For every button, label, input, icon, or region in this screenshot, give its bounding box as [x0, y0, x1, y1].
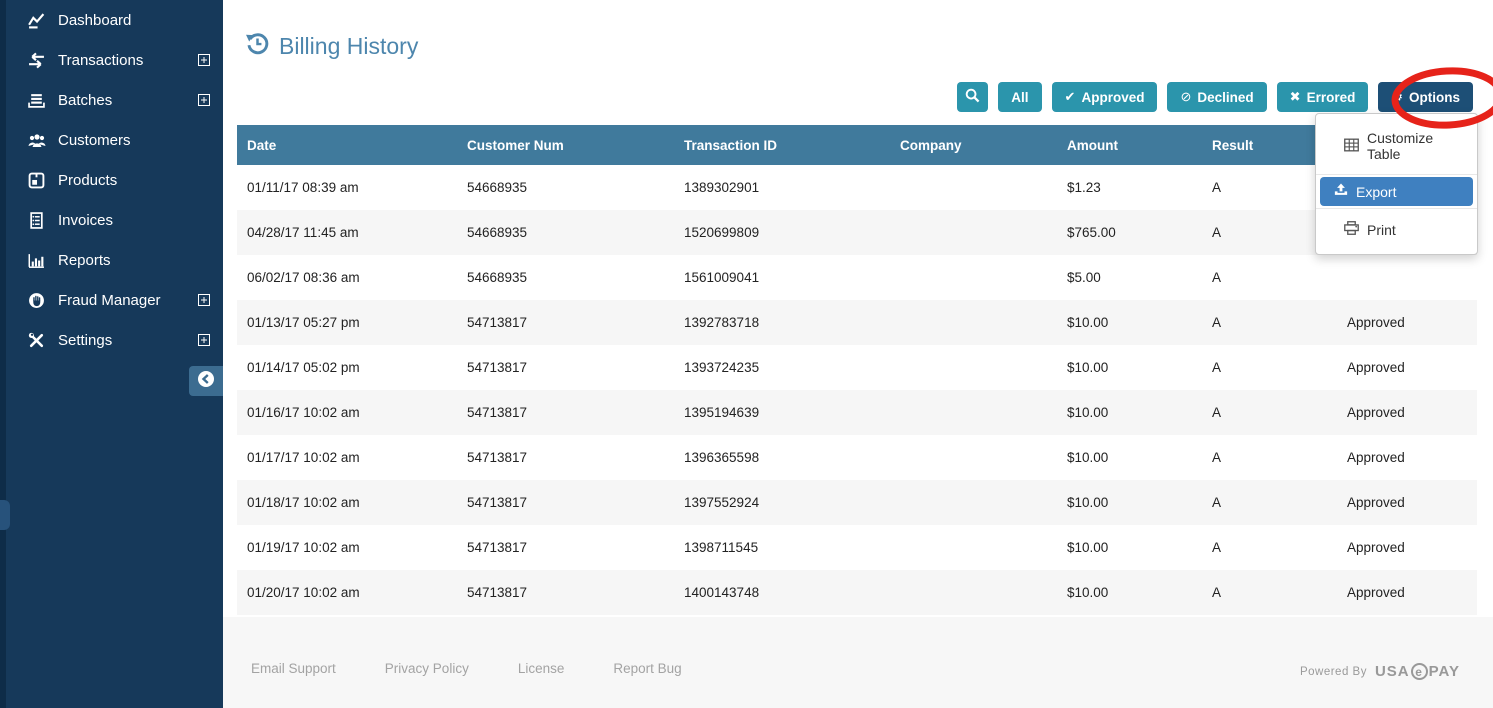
- search-icon: [965, 88, 980, 106]
- users-icon: [28, 132, 46, 149]
- table-row[interactable]: 01/19/17 10:02 am 54713817 1398711545 $10.0…: [247, 540, 1405, 555]
- table-row[interactable]: 01/17/17 10:02 am 54713817 1396365598 $10.0…: [247, 450, 1405, 465]
- batch-stack-icon: [28, 92, 45, 109]
- menu-item-print[interactable]: Print: [1316, 211, 1477, 248]
- expand-plus-icon[interactable]: [198, 334, 210, 346]
- sidebar-item-label: Customers: [58, 131, 131, 149]
- table-row[interactable]: 06/02/17 08:36 am 54668935 1561009041 $5.00…: [247, 270, 1222, 285]
- slash-circle-icon: ⊘: [1180, 89, 1192, 104]
- table-row[interactable]: 01/13/17 05:27 pm 54713817 1392783718 $10.0…: [237, 300, 1477, 345]
- filter-toolbar: All ✔ Approved ⊘ Declined ✖ Errored ⚙ Op…: [957, 82, 1473, 112]
- chevron-left-circle-icon: [197, 370, 215, 393]
- filter-declined-button[interactable]: ⊘ Declined: [1167, 82, 1267, 112]
- page-header: Billing History: [244, 30, 418, 62]
- sidebar-item-reports[interactable]: Reports: [0, 240, 223, 280]
- line-chart-icon: [28, 12, 45, 29]
- column-header-result[interactable]: Result: [1202, 125, 1337, 165]
- sidebar-item-label: Products: [58, 171, 118, 189]
- sidebar-item-label: Fraud Manager: [58, 291, 161, 309]
- footer-link-privacy-policy[interactable]: Privacy Policy: [384, 661, 469, 676]
- sidebar-item-dashboard[interactable]: Dashboard: [0, 0, 223, 40]
- menu-divider: [1316, 208, 1477, 209]
- footer-link-report-bug[interactable]: Report Bug: [613, 661, 682, 676]
- history-icon: [244, 30, 271, 62]
- tools-icon: [28, 332, 45, 349]
- billing-history-table: Date Customer Num Transaction ID Company…: [237, 125, 1477, 615]
- filter-approved-button[interactable]: ✔ Approved: [1051, 82, 1158, 112]
- transfer-arrows-icon: [28, 52, 45, 69]
- menu-item-export[interactable]: Export: [1320, 177, 1473, 206]
- table-row[interactable]: 04/28/17 11:45 am 54668935 1520699809 $765.…: [237, 210, 1477, 255]
- table-row[interactable]: 01/14/17 05:02 pm 54713817 1393724235 $10.0…: [247, 360, 1405, 375]
- fraud-hand-icon: [28, 292, 45, 309]
- bar-chart-icon: [28, 252, 45, 269]
- table-grid-icon: [1344, 138, 1359, 155]
- sidebar-item-label: Settings: [58, 331, 113, 349]
- menu-item-customize-table[interactable]: Customize Table: [1316, 120, 1477, 172]
- product-box-icon: [28, 172, 45, 189]
- sidebar-edge-strip: [0, 0, 6, 708]
- search-button[interactable]: [957, 82, 989, 112]
- sidebar-item-products[interactable]: Products: [0, 160, 223, 200]
- footer: Email Support Privacy Policy License Rep…: [223, 617, 1493, 708]
- options-button[interactable]: ⚙ Options: [1378, 82, 1473, 112]
- gear-icon: ⚙: [1391, 89, 1403, 104]
- options-dropdown-menu: Customize Table Export Print: [1315, 113, 1478, 255]
- filter-all-button[interactable]: All: [998, 82, 1042, 112]
- expand-plus-icon[interactable]: [198, 294, 210, 306]
- powered-by: Powered By USA e PAY: [1299, 663, 1460, 680]
- expand-plus-icon[interactable]: [198, 54, 210, 66]
- column-header-customer-num[interactable]: Customer Num: [457, 125, 674, 165]
- printer-icon: [1344, 221, 1359, 238]
- footer-link-license[interactable]: License: [517, 661, 565, 676]
- upload-icon: [1334, 183, 1348, 200]
- side-panel-handle[interactable]: [0, 500, 10, 530]
- sidebar-item-invoices[interactable]: Invoices: [0, 200, 223, 240]
- footer-link-email-support[interactable]: Email Support: [251, 661, 336, 676]
- page-title: Billing History: [279, 32, 419, 59]
- sidebar-item-customers[interactable]: Customers: [0, 120, 223, 160]
- expand-plus-icon[interactable]: [198, 94, 210, 106]
- sidebar-item-transactions[interactable]: Transactions: [0, 40, 223, 80]
- sidebar-item-fraud-manager[interactable]: Fraud Manager: [0, 280, 223, 320]
- x-icon: ✖: [1289, 89, 1301, 104]
- column-header-transaction-id[interactable]: Transaction ID: [674, 125, 890, 165]
- column-header-company[interactable]: Company: [890, 125, 1057, 165]
- table-row[interactable]: 01/18/17 10:02 am 54713817 1397552924 $10.0…: [237, 480, 1477, 525]
- column-header-date[interactable]: Date: [237, 125, 457, 165]
- sidebar-item-label: Batches: [58, 91, 113, 109]
- sidebar: Dashboard Transactions Batches Cus: [0, 0, 223, 708]
- sidebar-item-label: Invoices: [58, 211, 114, 229]
- table-row[interactable]: 01/16/17 10:02 am 54713817 1395194639 $10.0…: [237, 390, 1477, 435]
- column-header-amount[interactable]: Amount: [1057, 125, 1202, 165]
- usaepay-logo: USA e PAY: [1374, 663, 1460, 680]
- table-header-row: Date Customer Num Transaction ID Company…: [237, 125, 1477, 165]
- table-row[interactable]: 01/20/17 10:02 am 54713817 1400143748 $10.0…: [237, 570, 1477, 615]
- invoice-icon: [28, 211, 45, 229]
- table-row[interactable]: 01/11/17 08:39 am 54668935 1389302901 $1.23…: [247, 180, 1222, 195]
- check-icon: ✔: [1064, 89, 1076, 104]
- sidebar-item-batches[interactable]: Batches: [0, 80, 223, 120]
- sidebar-item-label: Reports: [58, 251, 111, 269]
- sidebar-item-label: Transactions: [58, 51, 144, 69]
- main-content: Billing History All ✔ Approved ⊘ Decline…: [223, 0, 1493, 708]
- filter-errored-button[interactable]: ✖ Errored: [1276, 82, 1369, 112]
- sidebar-item-settings[interactable]: Settings: [0, 320, 223, 360]
- sidebar-collapse-button[interactable]: [189, 366, 223, 396]
- sidebar-item-label: Dashboard: [58, 11, 132, 29]
- menu-divider: [1316, 174, 1477, 175]
